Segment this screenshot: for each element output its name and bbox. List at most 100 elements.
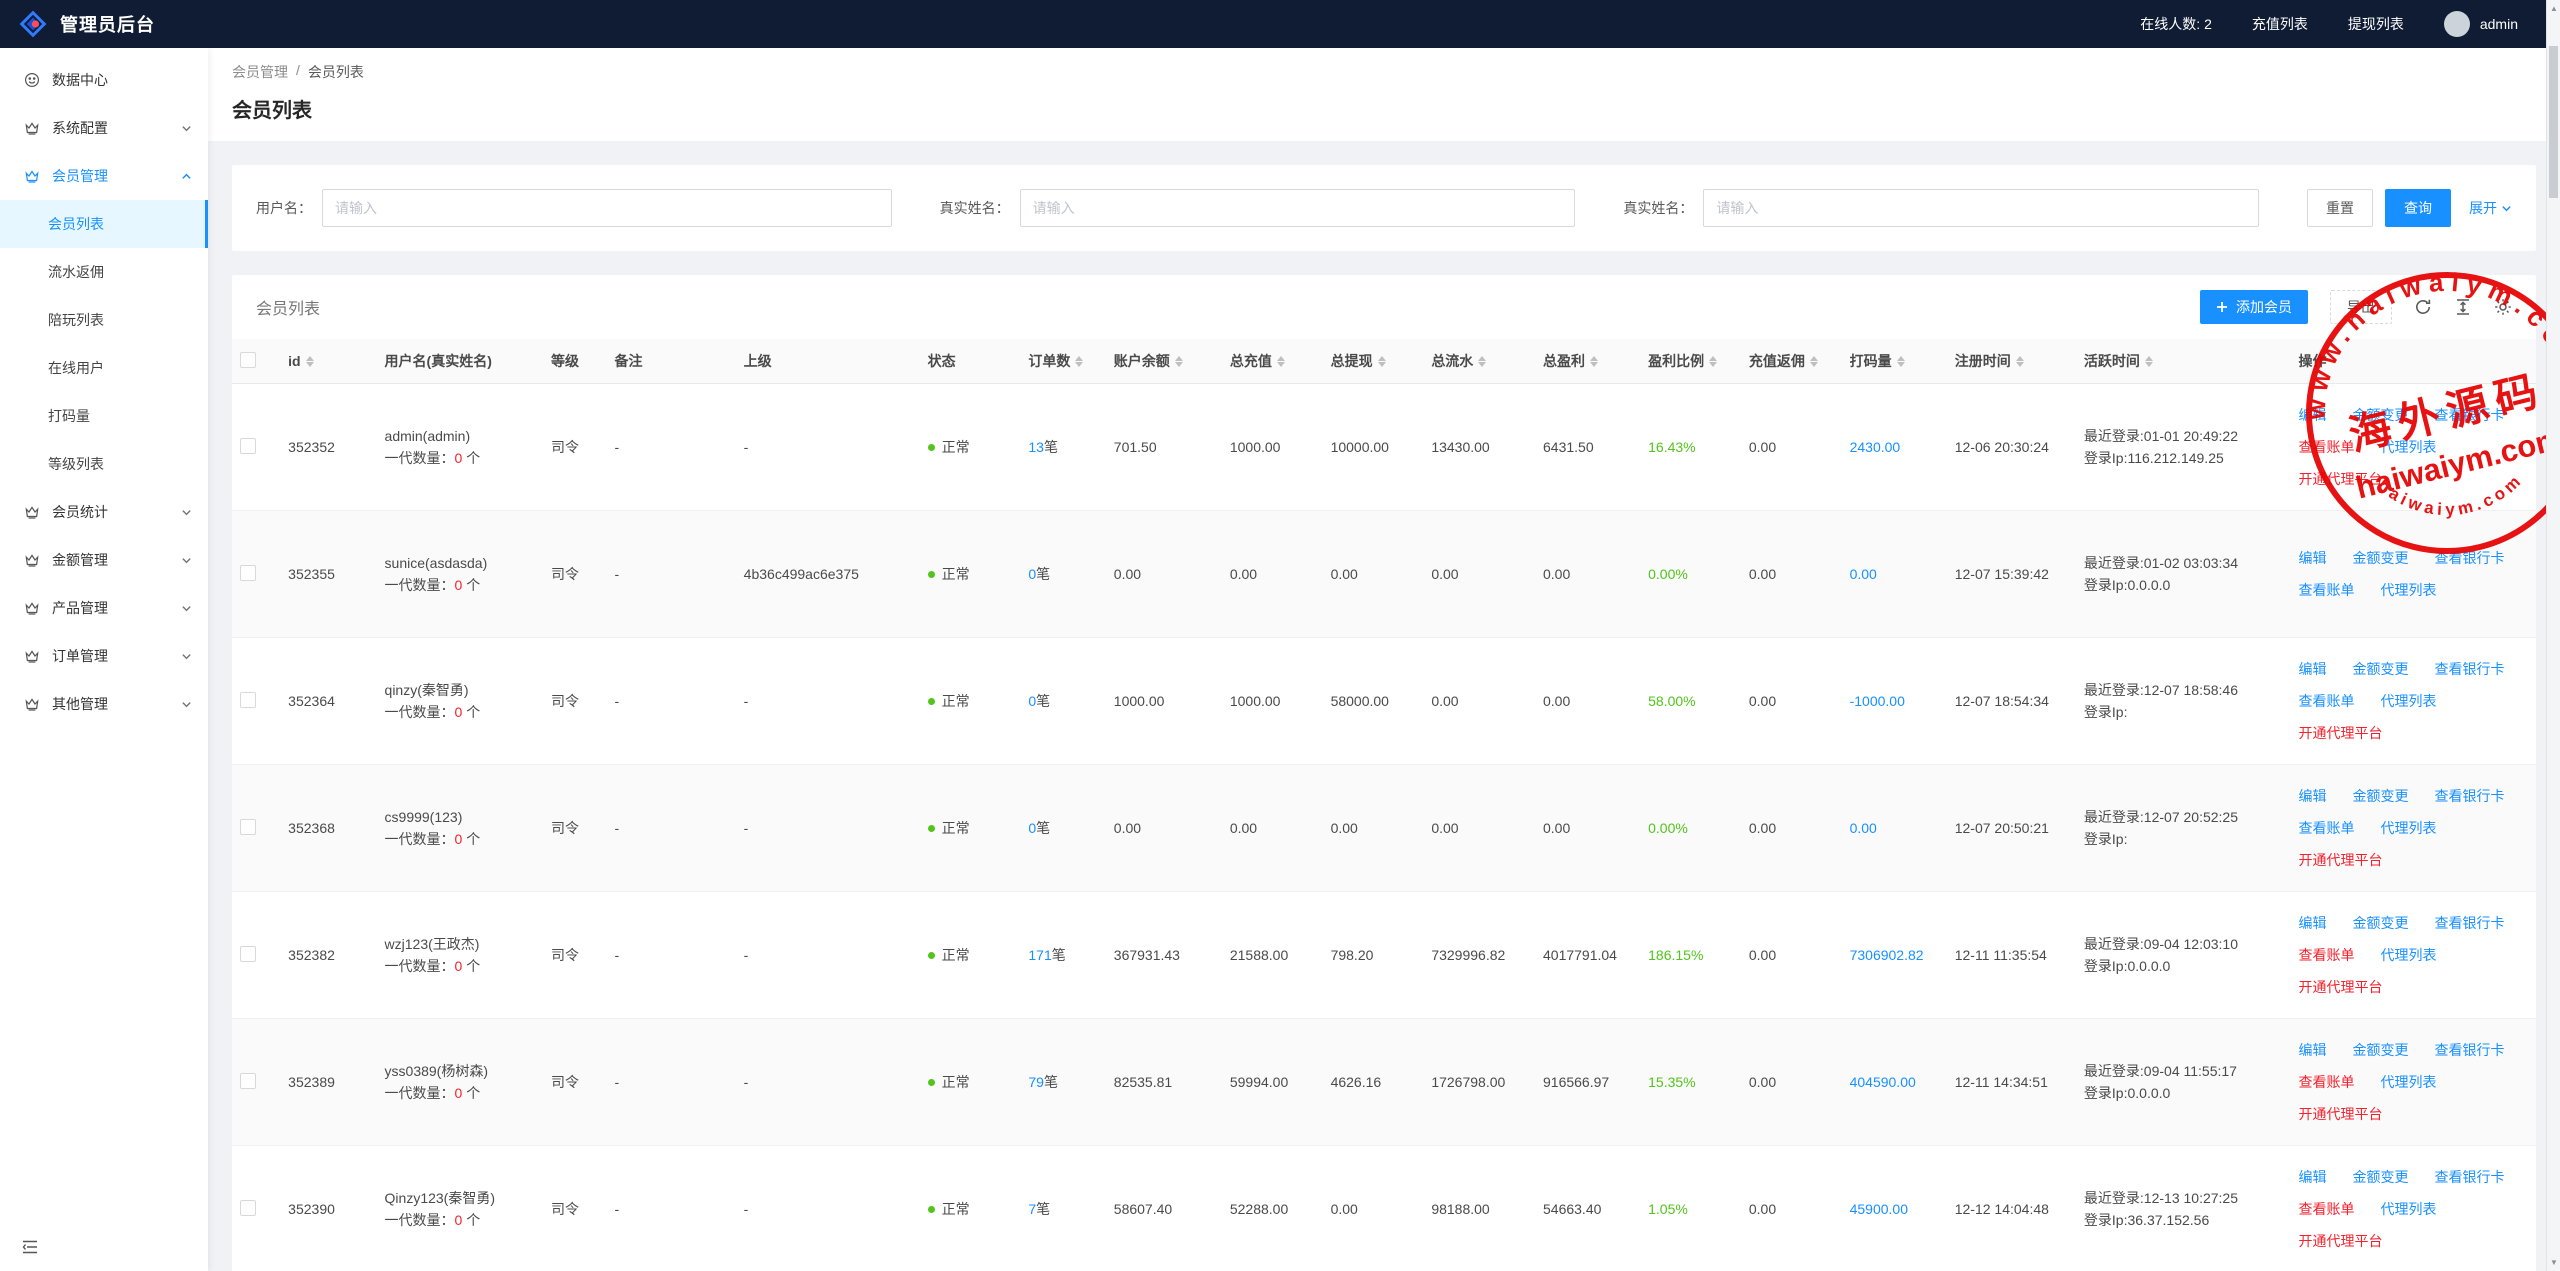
op-link[interactable]: 查看账单 bbox=[2298, 1074, 2355, 1090]
sidebar-item-product-manage[interactable]: 产品管理 bbox=[0, 584, 208, 632]
sidebar-item-member-list[interactable]: 会员列表 bbox=[0, 200, 208, 248]
scroll-up-arrow-icon[interactable]: ▲ bbox=[2550, 4, 2558, 13]
select-all-checkbox[interactable] bbox=[240, 351, 256, 368]
sidebar-item-online-users[interactable]: 在线用户 bbox=[48, 360, 104, 376]
column-header-账户余额[interactable]: 账户余额 bbox=[1105, 339, 1222, 384]
op-link[interactable]: 编辑 bbox=[2298, 1169, 2327, 1185]
row-checkbox[interactable] bbox=[240, 691, 256, 708]
sidebar-item-data-center[interactable]: 数据中心 bbox=[0, 56, 208, 104]
op-link[interactable]: 开通代理平台 bbox=[2298, 979, 2383, 995]
vertical-scrollbar[interactable]: ▲ ▼ bbox=[2546, 0, 2560, 1271]
row-checkbox[interactable] bbox=[240, 818, 256, 835]
sorter-icon[interactable] bbox=[2144, 355, 2153, 367]
sorter-icon[interactable] bbox=[1276, 355, 1285, 367]
withdraw-list-link[interactable]: 提现列表 bbox=[2347, 16, 2404, 32]
op-link[interactable]: 开通代理平台 bbox=[2298, 1106, 2383, 1122]
op-link[interactable]: 查看账单 bbox=[2298, 693, 2355, 709]
sorter-icon[interactable] bbox=[2015, 355, 2024, 367]
realname2-input[interactable] bbox=[1703, 189, 2260, 227]
op-link[interactable]: 金额变更 bbox=[2352, 788, 2409, 804]
op-link[interactable]: 编辑 bbox=[2298, 915, 2327, 931]
row-checkbox[interactable] bbox=[240, 437, 256, 454]
op-link[interactable]: 代理列表 bbox=[2380, 439, 2437, 455]
column-header-盈利比例[interactable]: 盈利比例 bbox=[1640, 339, 1741, 384]
op-link[interactable]: 开通代理平台 bbox=[2298, 471, 2383, 487]
sidebar-item-order-manage[interactable]: 订单管理 bbox=[0, 632, 208, 680]
reset-button[interactable]: 重置 bbox=[2307, 189, 2374, 227]
sidebar-collapse-icon[interactable] bbox=[22, 1240, 38, 1257]
op-link[interactable]: 编辑 bbox=[2298, 788, 2327, 804]
recharge-list-link[interactable]: 充值列表 bbox=[2251, 16, 2308, 32]
breadcrumb-parent[interactable]: 会员管理 bbox=[232, 64, 288, 80]
op-link[interactable]: 查看银行卡 bbox=[2434, 407, 2505, 423]
sidebar-item-dama-volume[interactable]: 打码量 bbox=[48, 408, 90, 424]
op-link[interactable]: 查看银行卡 bbox=[2434, 1169, 2505, 1185]
op-link[interactable]: 代理列表 bbox=[2380, 947, 2437, 963]
row-checkbox[interactable] bbox=[240, 1072, 256, 1089]
settings-icon[interactable] bbox=[2494, 298, 2512, 316]
op-link[interactable]: 金额变更 bbox=[2352, 1042, 2409, 1058]
row-checkbox[interactable] bbox=[240, 945, 256, 962]
op-link[interactable]: 代理列表 bbox=[2380, 1074, 2437, 1090]
row-checkbox[interactable] bbox=[240, 1199, 256, 1216]
op-link[interactable]: 查看银行卡 bbox=[2434, 915, 2505, 931]
sidebar-item-flow-rebate[interactable]: 流水返佣 bbox=[48, 264, 104, 280]
column-header-总流水[interactable]: 总流水 bbox=[1423, 339, 1535, 384]
sorter-icon[interactable] bbox=[1075, 355, 1084, 367]
op-link[interactable]: 编辑 bbox=[2298, 550, 2327, 566]
op-link[interactable]: 开通代理平台 bbox=[2298, 852, 2383, 868]
op-link[interactable]: 金额变更 bbox=[2352, 407, 2409, 423]
column-header-打码量[interactable]: 打码量 bbox=[1841, 339, 1947, 384]
sidebar-item-other-manage[interactable]: 其他管理 bbox=[0, 680, 208, 728]
op-link[interactable]: 代理列表 bbox=[2380, 693, 2437, 709]
sorter-icon[interactable] bbox=[1174, 355, 1183, 367]
op-link[interactable]: 编辑 bbox=[2298, 1042, 2327, 1058]
op-link[interactable]: 代理列表 bbox=[2380, 1201, 2437, 1217]
op-link[interactable]: 查看账单 bbox=[2298, 947, 2355, 963]
sorter-icon[interactable] bbox=[1590, 355, 1598, 367]
op-link[interactable]: 查看银行卡 bbox=[2434, 1042, 2505, 1058]
op-link[interactable]: 查看账单 bbox=[2298, 439, 2355, 455]
column-header-总盈利[interactable]: 总盈利 bbox=[1535, 339, 1641, 384]
column-header-活跃时间[interactable]: 活跃时间 bbox=[2075, 339, 2291, 384]
op-link[interactable]: 代理列表 bbox=[2380, 820, 2437, 836]
sidebar-item-amount-manage[interactable]: 金额管理 bbox=[0, 536, 208, 584]
row-checkbox[interactable] bbox=[240, 564, 256, 581]
export-button[interactable]: 导出 bbox=[2330, 290, 2392, 324]
op-link[interactable]: 编辑 bbox=[2298, 661, 2327, 677]
op-link[interactable]: 开通代理平台 bbox=[2298, 725, 2383, 741]
sidebar-item-member-manage[interactable]: 会员管理 bbox=[0, 152, 208, 200]
sorter-icon[interactable] bbox=[1377, 355, 1386, 367]
reload-icon[interactable] bbox=[2414, 298, 2432, 316]
op-link[interactable]: 金额变更 bbox=[2352, 1169, 2409, 1185]
scroll-down-arrow-icon[interactable]: ▼ bbox=[2550, 1258, 2558, 1267]
sorter-icon[interactable] bbox=[1896, 355, 1905, 367]
sorter-icon[interactable] bbox=[305, 355, 314, 367]
column-header-总提现[interactable]: 总提现 bbox=[1322, 339, 1424, 384]
op-link[interactable]: 查看银行卡 bbox=[2434, 788, 2505, 804]
user-menu[interactable]: admin bbox=[2443, 11, 2518, 37]
column-height-icon[interactable] bbox=[2454, 298, 2472, 316]
op-link[interactable]: 查看账单 bbox=[2298, 1201, 2355, 1217]
sorter-icon[interactable] bbox=[1809, 355, 1818, 367]
sidebar-item-member-stats[interactable]: 会员统计 bbox=[0, 488, 208, 536]
sorter-icon[interactable] bbox=[1709, 355, 1718, 367]
op-link[interactable]: 金额变更 bbox=[2352, 915, 2409, 931]
scrollbar-thumb[interactable] bbox=[2549, 46, 2558, 198]
query-button[interactable]: 查询 bbox=[2385, 189, 2452, 227]
column-header-注册时间[interactable]: 注册时间 bbox=[1946, 339, 2076, 384]
op-link[interactable]: 查看银行卡 bbox=[2434, 550, 2505, 566]
username-input[interactable] bbox=[322, 189, 892, 227]
column-header-总充值[interactable]: 总充值 bbox=[1221, 339, 1323, 384]
sidebar-item-system-config[interactable]: 系统配置 bbox=[0, 104, 208, 152]
op-link[interactable]: 编辑 bbox=[2298, 407, 2327, 423]
sorter-icon[interactable] bbox=[1478, 355, 1487, 367]
op-link[interactable]: 开通代理平台 bbox=[2298, 1233, 2383, 1249]
op-link[interactable]: 金额变更 bbox=[2352, 550, 2409, 566]
sidebar-item-escort-list[interactable]: 陪玩列表 bbox=[48, 312, 104, 328]
op-link[interactable]: 代理列表 bbox=[2380, 582, 2437, 598]
sidebar-item-level-list[interactable]: 等级列表 bbox=[48, 456, 104, 472]
op-link[interactable]: 查看账单 bbox=[2298, 820, 2355, 836]
column-header-订单数[interactable]: 订单数 bbox=[1020, 339, 1106, 384]
add-member-button[interactable]: 添加会员 bbox=[2200, 290, 2308, 324]
